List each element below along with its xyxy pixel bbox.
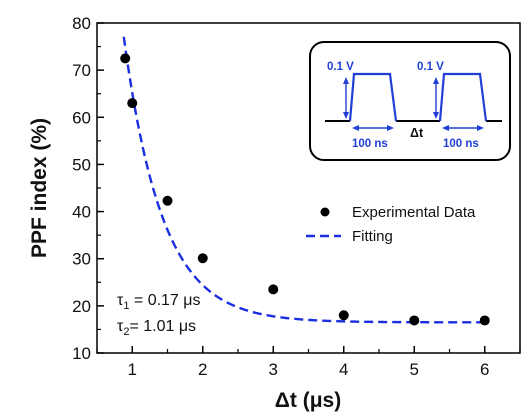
data-point	[268, 284, 279, 295]
x-axis-ticks: 1 2 3 4 5 6	[96, 346, 521, 379]
data-point	[127, 98, 138, 109]
tau1-annotation: τ1 = 0.17 μs	[117, 292, 201, 312]
legend-label-experimental: Experimental Data	[352, 204, 476, 221]
legend-marker-experimental	[320, 207, 330, 217]
y-tick-label: 60	[72, 108, 91, 127]
x-tick-label: 3	[269, 360, 278, 379]
inset-width-label-1: 100 ns	[352, 138, 388, 150]
inset-amplitude-arrows	[343, 77, 439, 119]
x-tick-label: 1	[128, 360, 137, 379]
x-tick-label: 2	[198, 360, 207, 379]
tau2-annotation: τ2= 1.01 μs	[117, 318, 196, 338]
legend-label-fitting: Fitting	[352, 228, 393, 245]
data-points	[120, 53, 490, 326]
data-point	[162, 195, 173, 206]
y-axis-title: PPF index (%)	[28, 118, 51, 258]
legend: Experimental Data Fitting	[306, 204, 476, 245]
y-tick-label: 70	[72, 61, 91, 80]
y-tick-label: 20	[72, 297, 91, 316]
x-tick-label: 6	[480, 360, 489, 379]
y-tick-label: 30	[72, 250, 91, 269]
y-tick-label: 80	[72, 14, 91, 33]
data-point	[120, 53, 131, 64]
inset-frame	[309, 41, 511, 161]
y-tick-label: 40	[72, 203, 91, 222]
inset-width-label-2: 100 ns	[443, 138, 479, 150]
y-tick-label: 10	[72, 344, 91, 363]
x-axis-title: Δt (μs)	[275, 389, 341, 412]
data-point	[479, 315, 490, 326]
data-point	[197, 253, 208, 264]
y-axis-ticks: 10 20 30 40 50 60 70 80	[72, 14, 104, 363]
x-tick-label: 4	[339, 360, 348, 379]
x-tick-label: 5	[410, 360, 419, 379]
inset-width-arrows	[352, 125, 484, 131]
inset-amplitude-label-1: 0.1 V	[327, 61, 354, 73]
pulse-inset: 0.1 V 0.1 V 100 ns 100 ns Δt	[309, 41, 511, 161]
inset-pulse-1	[348, 72, 398, 122]
inset-interval-label: Δt	[410, 126, 424, 140]
data-point	[338, 310, 349, 321]
data-point	[409, 315, 420, 326]
inset-pulse-2	[438, 72, 488, 122]
inset-amplitude-label-2: 0.1 V	[417, 61, 444, 73]
y-tick-label: 50	[72, 155, 91, 174]
fit-curve	[122, 36, 487, 324]
